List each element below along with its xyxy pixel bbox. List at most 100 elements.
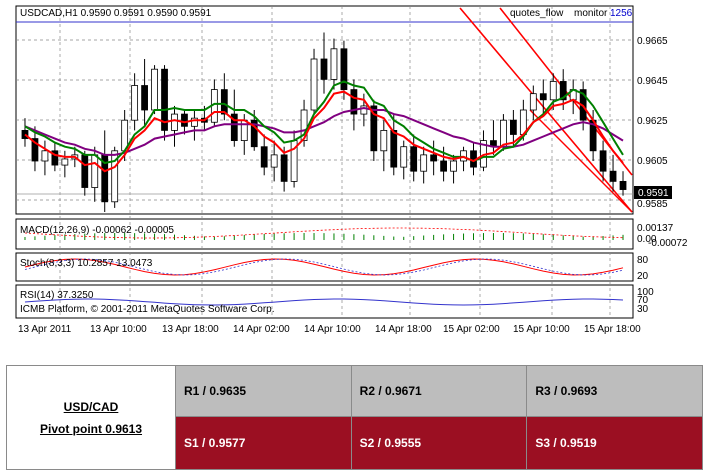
candle-body (280, 154, 288, 182)
candle-body (151, 68, 158, 111)
candle-body (310, 58, 318, 111)
time-tick: 13 Apr 2011 (18, 324, 72, 335)
rsi-line (24, 298, 624, 306)
candle-body (450, 160, 457, 172)
macd-label: MACD(12,26,9) -0.00062 -0.00005 (20, 225, 174, 236)
pivot-table: USD/CAD Pivot point 0.9613 R1 / 0.9635 R… (6, 365, 703, 470)
candle-body (191, 117, 198, 127)
time-tick: 15 Apr 10:00 (513, 324, 570, 335)
candle-body (370, 105, 378, 152)
candle-body (61, 158, 69, 166)
support-s3: S3 / 0.9519 (526, 416, 703, 470)
candle-body (270, 154, 278, 168)
candle-body (41, 150, 49, 162)
time-tick: 15 Apr 02:00 (443, 324, 500, 335)
pair-cell: USD/CAD Pivot point 0.9613 (6, 365, 176, 470)
rsi-tick: 70 (637, 295, 649, 306)
time-tick: 14 Apr 02:00 (233, 324, 290, 335)
candle-body (539, 93, 547, 101)
monitor-text: monitor (574, 8, 608, 19)
current-price-marker (634, 186, 672, 199)
macd-tick: 0.00 (637, 234, 657, 245)
stoch-tick: 20 (637, 271, 649, 282)
time-tick: 13 Apr 18:00 (162, 324, 219, 335)
stoch-label: Stoch(8,3,3) 10.2857 13.0473 (20, 258, 153, 269)
candle-body (430, 154, 438, 162)
candle-body (230, 113, 238, 142)
candle-body (350, 89, 358, 115)
ma-mid-line (24, 80, 624, 165)
candle-body (260, 146, 268, 168)
symbol-info: USDCAD,H1 0.9590 0.9591 0.9590 0.9591 (20, 8, 212, 19)
candle-body (300, 109, 308, 142)
time-tick: 14 Apr 10:00 (304, 324, 361, 335)
candle-body (400, 146, 408, 168)
candle-body (599, 150, 607, 172)
resistance-r3: R3 / 0.9693 (526, 365, 703, 417)
candle-body (559, 81, 567, 101)
indicator-text: quotes_flow (510, 8, 564, 19)
candle-body (440, 160, 447, 172)
pair-name: USD/CAD (63, 399, 119, 414)
candle-body (390, 129, 398, 168)
price-axis: 0.9665 0.9645 0.9625 0.9605 0.9585 (637, 36, 668, 210)
candle-body (91, 154, 99, 188)
candle-body (131, 85, 139, 121)
candle-body (171, 113, 178, 131)
candle-body (21, 129, 29, 139)
time-tick: 15 Apr 18:00 (584, 324, 641, 335)
time-axis: 13 Apr 2011 13 Apr 10:00 13 Apr 18:00 14… (18, 324, 641, 335)
candle-body (181, 113, 188, 127)
price-tick: 0.9625 (637, 116, 668, 127)
candle-body (81, 154, 89, 188)
candle-body (609, 170, 617, 182)
candle-body (161, 68, 168, 131)
candle-body (340, 48, 348, 90)
support-s1: S1 / 0.9577 (175, 416, 352, 470)
stoch-main-line (24, 258, 624, 276)
price-tick: 0.9605 (637, 156, 668, 167)
candle-body (31, 138, 39, 162)
candle-body (509, 119, 517, 135)
candle-body (320, 58, 328, 80)
time-tick: 13 Apr 10:00 (90, 324, 147, 335)
macd-tick: 0.00137 (637, 223, 674, 234)
candle-body (250, 119, 258, 148)
candle-body (410, 146, 418, 172)
candle-body (240, 119, 248, 141)
rsi-tick: 100 (637, 287, 654, 298)
price-tick: 0.9585 (637, 199, 668, 210)
candle-body (619, 180, 627, 190)
price-tick: 0.9665 (637, 36, 668, 47)
candle-body (111, 150, 119, 203)
stoch-tick: 80 (637, 255, 649, 266)
channel-lower-line (529, 109, 633, 213)
macd-tick: -0.00072 (648, 238, 688, 249)
ma-slow-line (24, 106, 624, 156)
rsi-label: RSI(14) 37.3250 (20, 290, 94, 301)
monitor-value: 1256 (610, 8, 633, 19)
stoch-signal-line (24, 258, 624, 276)
copyright-text: ICMB Platform, © 2001-2011 MetaQuotes So… (20, 304, 275, 315)
resistance-r1: R1 / 0.9635 (175, 365, 352, 417)
price-chart: USDCAD,H1 0.9590 0.9591 0.9590 0.9591 qu… (15, 5, 688, 335)
candle-body (500, 119, 507, 148)
moving-averages (24, 80, 624, 173)
candle-body (330, 48, 338, 80)
pivot-point: Pivot point 0.9613 (39, 421, 143, 436)
support-s2: S2 / 0.9555 (350, 416, 528, 470)
current-price: 0.9591 (638, 188, 669, 199)
indicator-lines (24, 227, 624, 306)
candle-body (141, 85, 148, 111)
price-tick: 0.9645 (637, 76, 668, 87)
chart-canvas: USDCAD,H1 0.9590 0.9591 0.9590 0.9591 qu… (15, 5, 688, 335)
time-tick: 14 Apr 18:00 (375, 324, 432, 335)
candle-body (420, 154, 428, 172)
resistance-r2: R2 / 0.9671 (350, 365, 528, 417)
candle-body (549, 81, 557, 101)
candle-body (380, 129, 388, 152)
candle-body (220, 89, 228, 115)
rsi-tick: 30 (637, 304, 649, 315)
ma-fast-line (24, 90, 624, 173)
candle-body (360, 105, 368, 115)
